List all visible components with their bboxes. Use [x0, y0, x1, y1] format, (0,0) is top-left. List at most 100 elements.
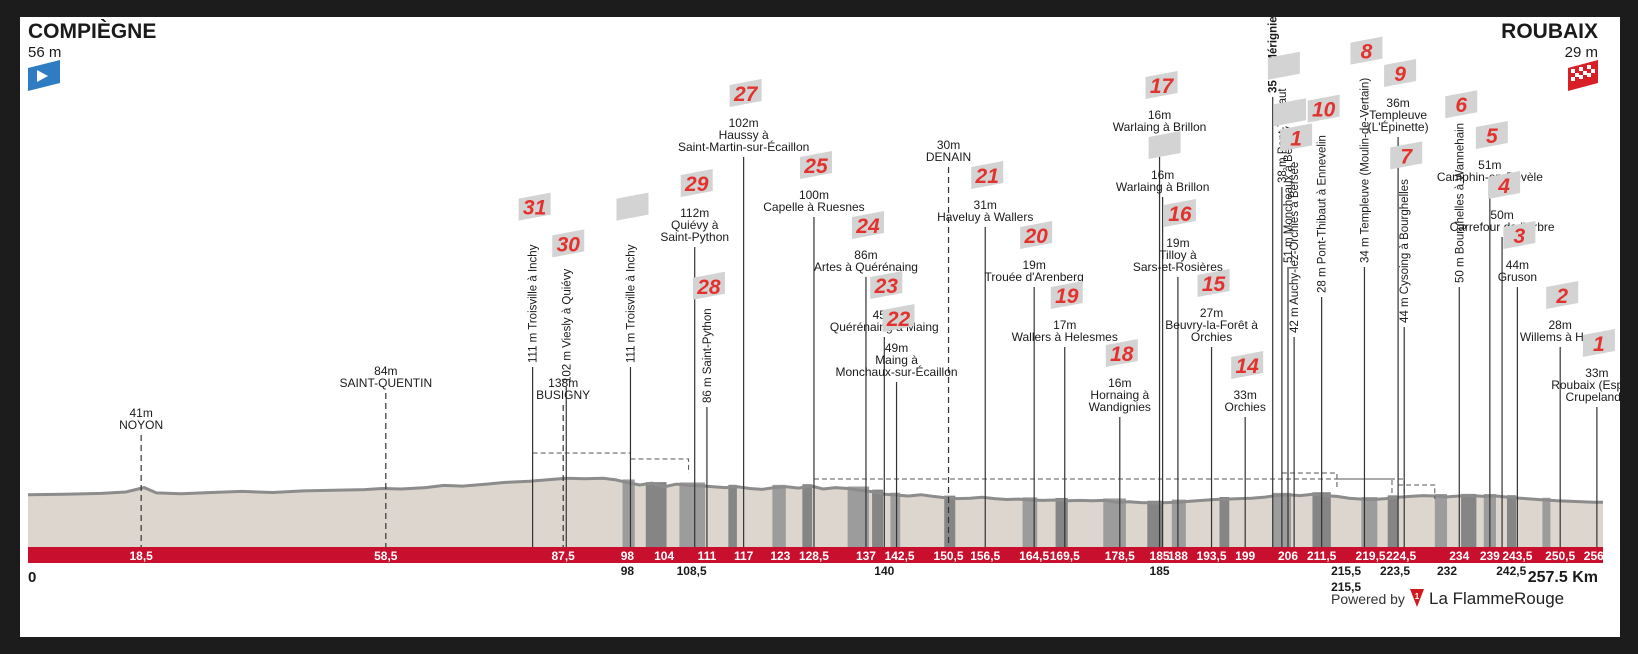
marker-label: 86m — [854, 248, 877, 262]
bar-km-label: 111 — [698, 549, 717, 563]
cobbled-sector-band — [1055, 497, 1068, 547]
marker-vertical-label: 86 m Saint-Python — [702, 308, 714, 403]
sector-number: 23 — [874, 275, 899, 298]
sector-badge — [729, 79, 762, 107]
sector-number: 14 — [1236, 355, 1260, 378]
cobbled-sector-band — [772, 484, 786, 547]
marker-label: Roubaix (Espace — [1551, 378, 1620, 392]
bar-km-label: 250,5 — [1545, 549, 1575, 563]
sector-badge — [1488, 171, 1521, 199]
bar-km-label: 224,5 — [1386, 549, 1416, 563]
marker-label: Wandignies — [1089, 400, 1151, 414]
bar-km-label: 164,5 — [1019, 549, 1049, 563]
sector-badge — [1503, 221, 1536, 249]
sector-badge — [1307, 94, 1340, 123]
marker-label: 41m — [129, 406, 152, 420]
cobbled-sector-band — [1461, 493, 1477, 547]
sector-badge — [1050, 281, 1083, 309]
marker-label: 51m — [1478, 158, 1501, 172]
cobbled-sector-band — [944, 495, 956, 547]
powered-by-text: Powered by — [1331, 591, 1405, 607]
sector-badge — [882, 304, 915, 332]
sector-badge — [1020, 221, 1053, 249]
bar-km-label: 117 — [734, 549, 754, 563]
below-km-label: 108,5 — [677, 564, 707, 578]
sector-badge — [1197, 269, 1230, 297]
sector-number: 27 — [733, 83, 759, 106]
sector-badge — [1350, 36, 1383, 65]
sector-number: 20 — [1023, 225, 1048, 248]
sector-badge — [552, 229, 585, 258]
marker-label: Trouée d'Arenberg — [985, 270, 1084, 284]
sector-bracket — [813, 478, 1405, 493]
marker-label: NOYON — [119, 418, 163, 432]
marker-label: 138m — [548, 376, 578, 390]
sector-badge — [1280, 123, 1313, 152]
below-km-label: 232 — [1437, 564, 1457, 578]
marker-label: Haveluy à Wallers — [937, 210, 1033, 224]
elevation-profile-terrain — [28, 478, 1603, 547]
below-km-label: 185 — [1150, 564, 1170, 578]
sector-bracket — [1398, 484, 1436, 499]
marker-label: Templeuve — [1369, 108, 1427, 122]
marker-label: Orchies — [1191, 330, 1232, 344]
bar-km-label: 211,5 — [1307, 549, 1337, 563]
sector-number: 1 — [1290, 127, 1302, 150]
sector-number: 22 — [886, 308, 911, 331]
marker-label: 50m — [1490, 208, 1513, 222]
marker-label: 16m — [1148, 108, 1171, 122]
cobbled-sector-band — [802, 484, 813, 547]
marker-label: 28m — [1549, 318, 1572, 332]
sector-number: 3 — [1514, 225, 1526, 248]
marker-vertical-label: 111 m Troisville à Inchy — [625, 244, 637, 363]
below-km-label: 140 — [874, 564, 894, 578]
race-profile-panel: 18,5 58,5 87,5 98 104 111 117 123 128,5 137 142,5 1… — [20, 17, 1620, 637]
sector-badge — [1390, 141, 1423, 170]
marker-label: SAINT-QUENTIN — [339, 376, 432, 390]
marker-label: 84m — [374, 364, 397, 378]
marker-label: Sars-et-Rosières — [1133, 260, 1223, 274]
cobbled-sector-band — [1171, 499, 1186, 547]
marker-vertical-label: 44 m Cysoing à Bourghelles — [1399, 179, 1411, 323]
marker-label: 33m — [1234, 388, 1257, 402]
marker-label: BUSIGNY — [536, 388, 590, 402]
cobbled-sector-band — [1103, 498, 1126, 547]
sector-number: 2 — [1555, 285, 1568, 308]
bar-km-label: 150,5 — [934, 549, 964, 563]
sector-badge — [1145, 71, 1178, 99]
below-km-label: 98 — [621, 564, 635, 578]
cobbled-sector-band — [847, 486, 870, 547]
below-km-label: 215,5 — [1331, 564, 1361, 578]
marker-label: Maing à — [875, 353, 918, 367]
bar-km-label: 87,5 — [552, 549, 576, 563]
la-flamme-rouge-logo-icon: 1 — [1410, 589, 1424, 607]
marker-label: 19m — [1166, 236, 1189, 250]
marker-label: Quiévy à — [671, 218, 719, 232]
bar-km-label: 128,5 — [799, 549, 829, 563]
marker-vertical-label: 51 m Moncheaux à Beuvry — [1283, 126, 1295, 263]
sector-number: 8 — [1361, 41, 1373, 64]
distance-start: 0 — [28, 569, 36, 586]
bar-km-label: 18,5 — [129, 549, 153, 563]
marker-label: 27m — [1200, 306, 1223, 320]
cobbled-sector-band — [872, 489, 884, 547]
start-town: COMPIÈGNE — [28, 20, 156, 43]
below-km-label: 223,5 — [1380, 564, 1410, 578]
bar-km-label: 234 — [1449, 549, 1469, 563]
marker-label: Warlaing à Brillon — [1116, 180, 1210, 194]
start-flag-icon — [28, 60, 60, 91]
sector-number: 25 — [803, 155, 828, 178]
bar-km-label: 256 — [1584, 549, 1604, 563]
total-distance: 257.5 Km — [1528, 569, 1598, 586]
sector-number: 4 — [1497, 175, 1510, 198]
marker-label: 102m — [729, 116, 759, 130]
marker-label: Orchies — [1225, 400, 1266, 414]
bar-km-label: 169,5 — [1050, 549, 1080, 563]
bar-km-label: 137 — [856, 549, 876, 563]
cobbled-sector-band — [1022, 497, 1038, 547]
finish-flag-icon — [1568, 60, 1598, 91]
sector-number: 17 — [1150, 75, 1175, 98]
bar-km-label: 156,5 — [970, 549, 1000, 563]
bar-km-label: 219,5 — [1356, 549, 1386, 563]
bar-km-label: 58,5 — [374, 549, 398, 563]
